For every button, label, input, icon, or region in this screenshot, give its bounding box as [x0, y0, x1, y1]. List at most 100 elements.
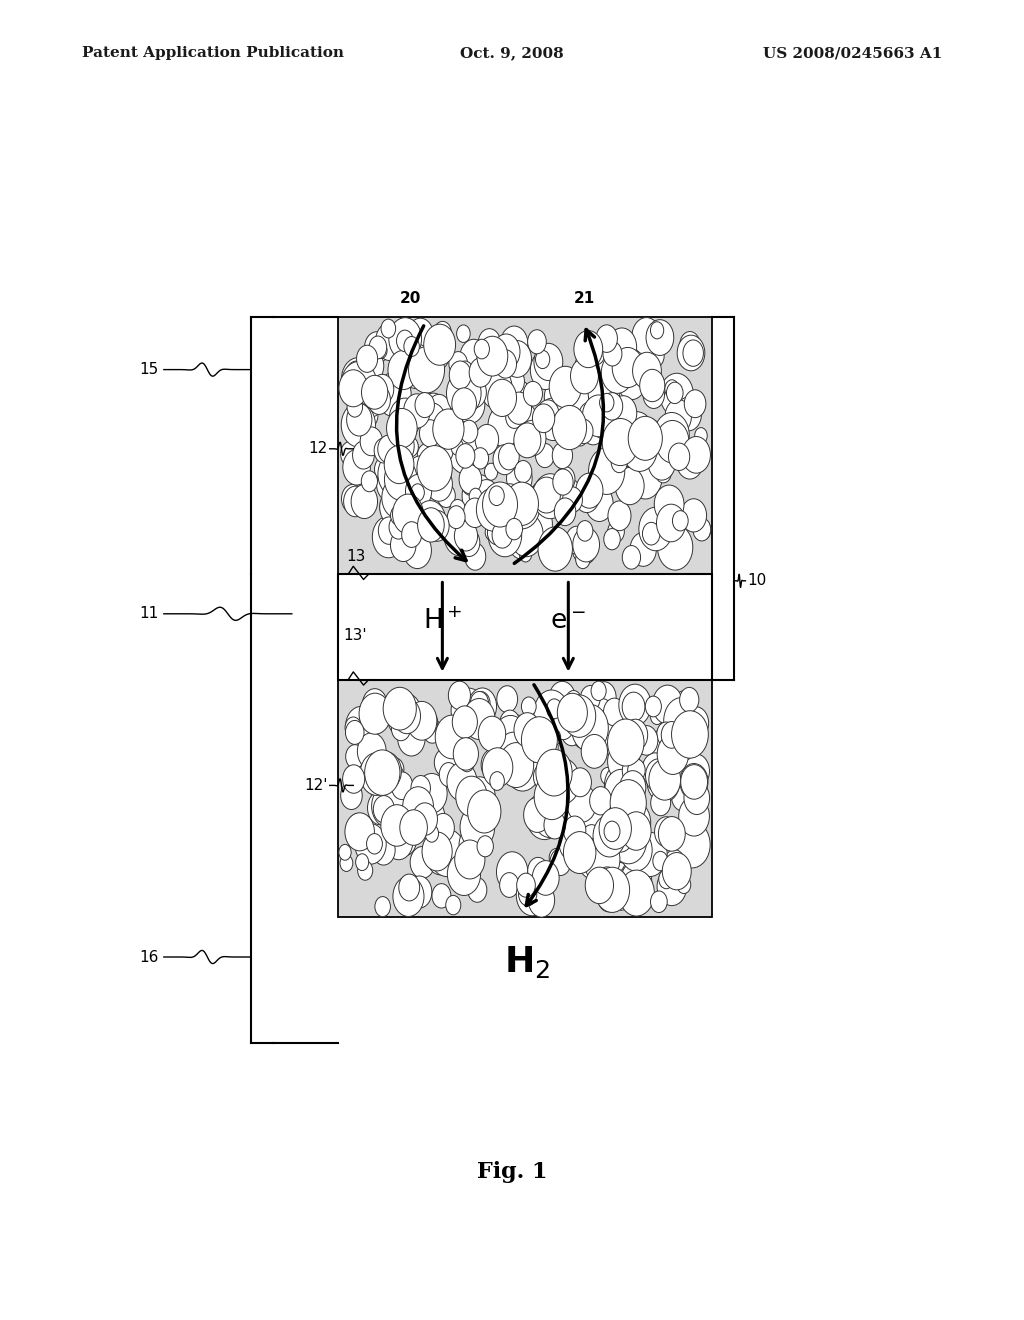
Circle shape [447, 853, 480, 895]
Circle shape [460, 752, 474, 772]
Circle shape [468, 878, 486, 903]
Circle shape [480, 367, 512, 409]
Circle shape [496, 742, 511, 762]
Circle shape [507, 392, 531, 424]
Circle shape [465, 543, 485, 570]
Circle shape [656, 504, 686, 541]
Circle shape [372, 752, 401, 791]
Circle shape [357, 861, 373, 880]
Circle shape [393, 698, 421, 734]
Circle shape [462, 474, 496, 517]
Circle shape [677, 445, 703, 479]
Text: 15: 15 [139, 362, 159, 378]
Circle shape [633, 833, 668, 876]
Circle shape [457, 325, 470, 342]
Circle shape [370, 694, 386, 715]
Circle shape [543, 494, 557, 513]
Circle shape [579, 403, 601, 430]
Text: H$^+$: H$^+$ [423, 609, 462, 635]
Circle shape [361, 375, 388, 409]
Circle shape [600, 393, 614, 412]
Circle shape [683, 754, 710, 788]
Circle shape [654, 498, 667, 513]
Circle shape [563, 816, 586, 845]
Circle shape [683, 341, 703, 367]
Circle shape [341, 362, 377, 408]
Circle shape [545, 739, 558, 756]
Circle shape [607, 741, 640, 781]
Circle shape [553, 469, 573, 495]
Circle shape [645, 759, 672, 793]
Circle shape [411, 484, 424, 502]
Circle shape [384, 458, 417, 500]
Circle shape [496, 733, 531, 779]
Circle shape [534, 763, 554, 791]
Circle shape [433, 321, 452, 345]
Circle shape [574, 540, 589, 558]
Circle shape [623, 692, 645, 722]
Circle shape [500, 873, 519, 898]
Circle shape [665, 380, 679, 399]
Circle shape [393, 801, 410, 822]
Circle shape [515, 404, 536, 430]
Circle shape [582, 825, 602, 851]
Circle shape [611, 830, 637, 863]
Circle shape [620, 829, 652, 871]
Circle shape [637, 418, 662, 450]
Circle shape [557, 693, 588, 733]
Bar [338, 574, 712, 680]
Circle shape [575, 473, 603, 508]
Circle shape [344, 486, 368, 516]
Circle shape [528, 870, 546, 891]
FancyArrowPatch shape [514, 330, 603, 564]
Circle shape [647, 760, 680, 803]
Circle shape [415, 500, 445, 541]
Circle shape [406, 455, 435, 494]
Circle shape [413, 803, 437, 836]
Circle shape [427, 341, 450, 370]
Circle shape [449, 681, 470, 710]
Circle shape [608, 500, 631, 531]
Text: H$_2$: H$_2$ [504, 944, 551, 979]
Text: Patent Application Publication: Patent Application Publication [82, 46, 344, 61]
Circle shape [386, 758, 403, 781]
Circle shape [595, 867, 620, 898]
Circle shape [415, 392, 434, 417]
Circle shape [684, 389, 706, 417]
Circle shape [650, 791, 671, 816]
Circle shape [643, 380, 665, 408]
Circle shape [585, 698, 617, 741]
Circle shape [589, 447, 625, 495]
Circle shape [374, 438, 393, 463]
Circle shape [341, 358, 375, 401]
Circle shape [345, 360, 369, 391]
Circle shape [648, 445, 676, 480]
Circle shape [372, 781, 390, 807]
Circle shape [569, 768, 592, 797]
Circle shape [351, 484, 378, 519]
Circle shape [343, 764, 365, 793]
Circle shape [367, 833, 382, 854]
Circle shape [586, 867, 613, 904]
Circle shape [517, 873, 536, 898]
Circle shape [532, 474, 567, 519]
Circle shape [605, 816, 637, 855]
Circle shape [681, 764, 708, 799]
Circle shape [445, 895, 461, 915]
Circle shape [566, 784, 596, 822]
Circle shape [358, 387, 383, 417]
Circle shape [662, 722, 682, 748]
Circle shape [362, 689, 387, 721]
Circle shape [384, 445, 414, 483]
Circle shape [464, 498, 486, 528]
Circle shape [519, 545, 531, 562]
Circle shape [482, 482, 517, 527]
Circle shape [470, 692, 488, 715]
Circle shape [571, 705, 608, 752]
Circle shape [623, 758, 643, 784]
Circle shape [391, 536, 410, 558]
Circle shape [672, 413, 688, 434]
Circle shape [505, 379, 530, 413]
Circle shape [599, 808, 632, 849]
Circle shape [570, 715, 597, 748]
